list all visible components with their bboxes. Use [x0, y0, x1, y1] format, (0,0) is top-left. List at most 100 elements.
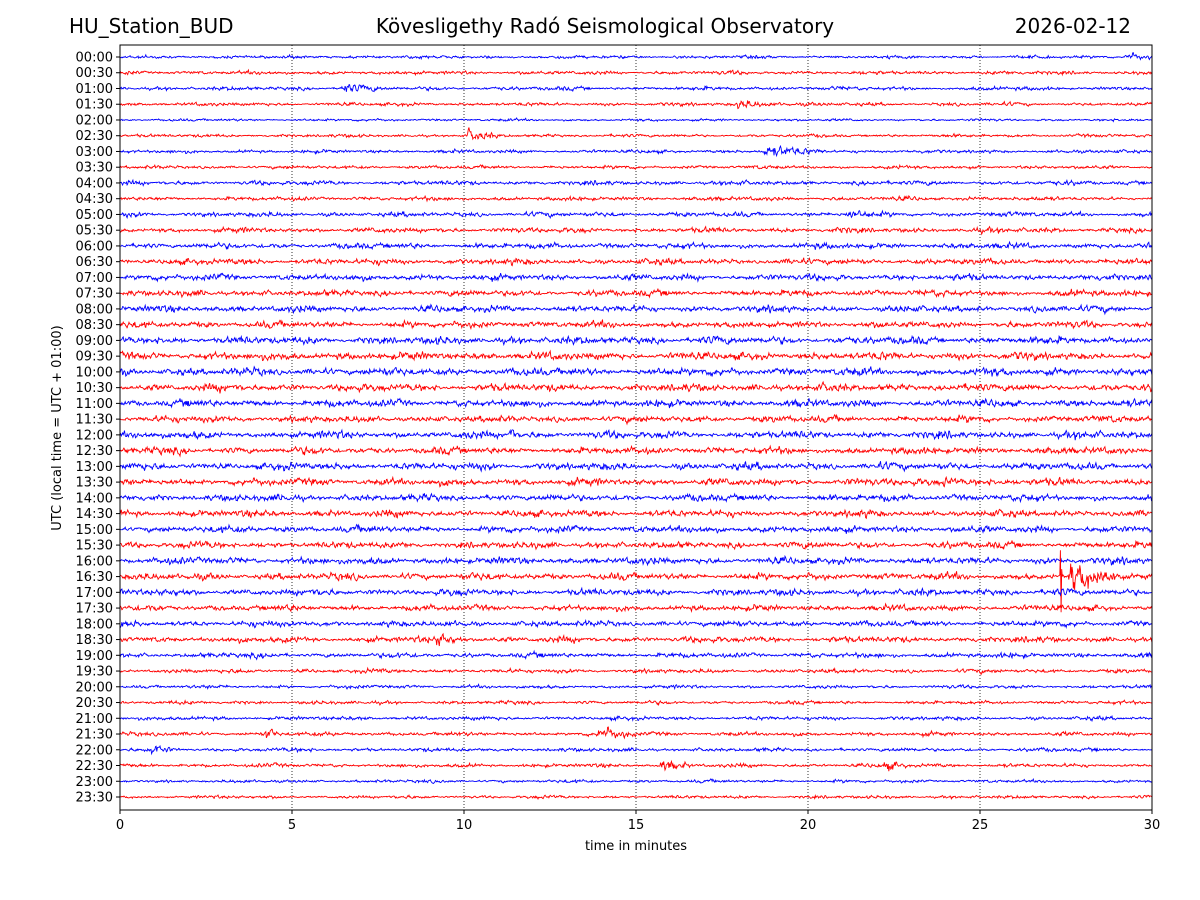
y-tick-label: 19:30 [76, 665, 113, 680]
trace-0100 [119, 84, 1153, 93]
date-label: 2026-02-12 [1014, 14, 1131, 38]
trace-2230 [119, 759, 1153, 772]
trace-1730 [119, 602, 1153, 613]
trace-1530 [119, 539, 1153, 551]
trace-1030 [119, 380, 1153, 394]
y-tick-label: 06:30 [76, 255, 113, 270]
y-tick-label: 14:00 [76, 491, 113, 506]
y-tick-label: 04:30 [76, 192, 113, 207]
y-tick-label: 18:00 [76, 617, 113, 632]
x-tick-label: 5 [288, 818, 296, 833]
y-tick-label: 05:00 [76, 208, 113, 223]
y-tick-label: 10:00 [76, 365, 113, 380]
trace-0530 [119, 225, 1153, 236]
y-tick-label: 17:00 [76, 586, 113, 601]
trace-0800 [120, 303, 1153, 316]
trace-0430 [119, 194, 1153, 203]
trace-1700 [119, 586, 1153, 598]
y-tick-label: 08:30 [76, 318, 113, 333]
y-tick-label: 03:30 [76, 161, 113, 176]
x-tick-label: 15 [628, 818, 645, 833]
station-label: HU_Station_BUD [69, 14, 234, 38]
y-tick-label: 12:00 [76, 428, 113, 443]
y-tick-label: 09:00 [76, 334, 113, 349]
y-tick-label: 19:00 [76, 649, 113, 664]
y-tick-label: 18:30 [76, 633, 113, 648]
y-tick-label: 01:30 [76, 98, 113, 113]
trace-1600 [119, 554, 1153, 567]
y-tick-label: 15:30 [76, 539, 113, 554]
trace-1900 [119, 649, 1153, 661]
y-tick-label: 15:00 [76, 523, 113, 538]
x-tick-label: 30 [1144, 818, 1161, 833]
trace-1000 [119, 365, 1153, 378]
trace-0500 [119, 209, 1153, 220]
x-tick-label: 25 [972, 818, 989, 833]
y-axis: 00:0000:3001:0001:3002:0002:3003:0003:30… [76, 51, 120, 806]
chart-title: Kövesligethy Radó Seismological Observat… [375, 14, 835, 38]
trace-2030 [119, 699, 1153, 707]
y-tick-label: 17:30 [76, 602, 113, 617]
trace-1200 [119, 428, 1153, 441]
x-axis-label: time in minutes [585, 839, 687, 854]
trace-2200 [119, 744, 1153, 756]
trace-1830 [119, 632, 1153, 647]
y-tick-label: 22:30 [76, 759, 113, 774]
y-tick-label: 09:30 [76, 350, 113, 365]
trace-2330 [120, 794, 1153, 801]
trace-0030 [119, 68, 1153, 77]
y-tick-label: 20:30 [76, 696, 113, 711]
x-tick-label: 20 [800, 818, 817, 833]
y-tick-label: 23:00 [76, 775, 113, 790]
trace-1100 [120, 397, 1153, 409]
y-tick-label: 21:00 [76, 712, 113, 727]
y-tick-label: 03:00 [76, 145, 113, 160]
trace-0600 [119, 240, 1153, 251]
trace-2100 [119, 714, 1153, 723]
trace-1800 [119, 618, 1153, 629]
trace-0830 [119, 318, 1153, 331]
y-axis-label: UTC (local time = UTC + 01:00) [50, 325, 65, 530]
x-tick-label: 0 [116, 818, 124, 833]
seismic-traces [119, 52, 1153, 801]
y-tick-label: 22:00 [76, 743, 113, 758]
trace-1130 [119, 413, 1153, 426]
trace-2300 [119, 777, 1153, 785]
y-tick-label: 01:00 [76, 82, 113, 97]
y-tick-label: 05:30 [76, 224, 113, 239]
trace-0730 [119, 288, 1153, 299]
y-tick-label: 07:30 [76, 287, 113, 302]
trace-1300 [119, 460, 1153, 473]
trace-0900 [119, 334, 1153, 347]
trace-1930 [119, 666, 1153, 676]
trace-1230 [119, 444, 1153, 458]
y-tick-label: 08:00 [76, 302, 113, 317]
x-axis: 0 5 10 15 20 25 30 [116, 810, 1160, 833]
trace-1400 [119, 492, 1153, 504]
trace-0330 [119, 163, 1153, 171]
y-tick-label: 00:00 [76, 51, 113, 66]
y-tick-label: 12:30 [76, 444, 113, 459]
trace-0230 [119, 127, 1153, 141]
trace-0930 [119, 349, 1153, 362]
y-tick-label: 20:00 [76, 680, 113, 695]
y-tick-label: 06:00 [76, 239, 113, 254]
y-tick-label: 13:00 [76, 460, 113, 475]
trace-1330 [119, 475, 1153, 488]
y-tick-label: 04:00 [76, 176, 113, 191]
grid-lines [291, 45, 981, 810]
y-tick-label: 16:00 [76, 554, 113, 569]
trace-1500 [119, 523, 1153, 535]
y-tick-label: 23:30 [76, 791, 113, 806]
y-tick-label: 11:00 [76, 397, 113, 412]
y-tick-label: 00:30 [76, 66, 113, 81]
trace-0300 [119, 144, 1153, 158]
trace-0000 [119, 52, 1153, 61]
x-tick-label: 10 [456, 818, 473, 833]
y-tick-label: 10:30 [76, 381, 113, 396]
trace-0630 [119, 256, 1153, 267]
y-tick-label: 21:30 [76, 728, 113, 743]
y-tick-label: 13:30 [76, 476, 113, 491]
trace-0200 [119, 117, 1153, 123]
